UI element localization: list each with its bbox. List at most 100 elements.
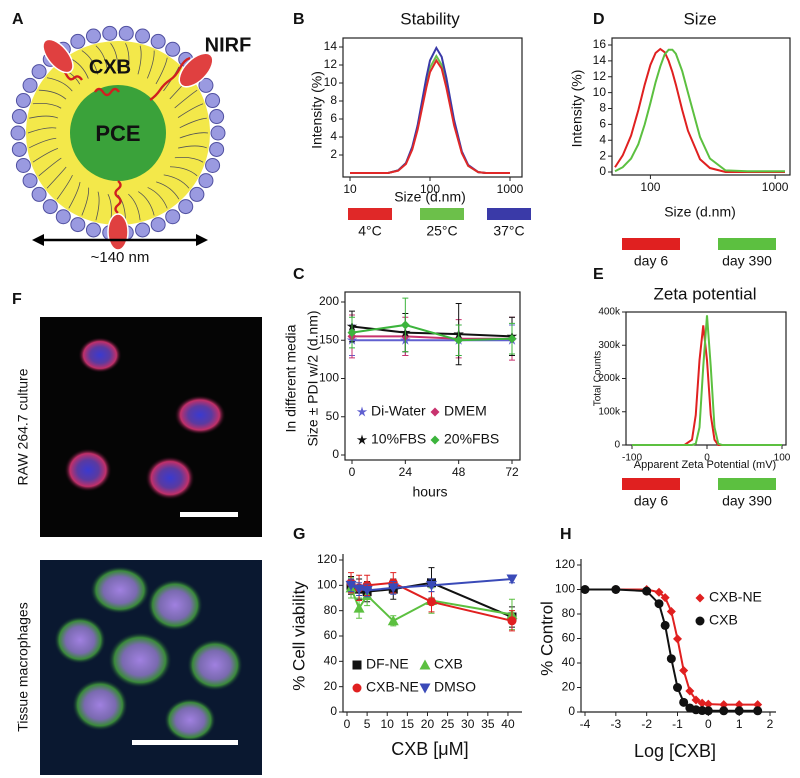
series-line: [585, 588, 758, 706]
marker: [660, 620, 670, 630]
marker: [666, 654, 676, 664]
marker: [353, 584, 365, 595]
lipid-head: [85, 28, 101, 44]
panel-letter: C: [293, 266, 305, 283]
x-tick-label: 0: [344, 717, 351, 731]
marker: [427, 597, 436, 607]
lipid-tail: [32, 148, 59, 163]
lipid-head: [165, 41, 181, 57]
y-axis-label: % Control: [537, 601, 556, 676]
marker: [753, 706, 763, 716]
x-tick-label: -100: [622, 453, 642, 464]
y-tick-label: 100: [317, 578, 337, 592]
marker: [347, 328, 357, 338]
y-axis-label: % Cell viability: [289, 581, 308, 691]
x-tick-label: -1: [672, 717, 683, 731]
lipid-head: [31, 64, 47, 80]
y-tick-label: 60: [324, 628, 338, 642]
core-label: PCE: [95, 121, 140, 146]
x-tick-label: 1000: [497, 182, 524, 196]
marker: [666, 607, 676, 617]
series-line: [351, 325, 513, 338]
lipid-head: [22, 173, 38, 189]
lipid-head: [189, 186, 205, 202]
legend-marker: [419, 659, 431, 670]
legend-swatch: [348, 208, 392, 220]
cell: [54, 616, 106, 664]
lipid-head: [150, 217, 166, 233]
y-tick-label: 4: [330, 129, 337, 143]
diameter-label: ~140 nm: [91, 249, 150, 266]
lipid-tail: [81, 50, 99, 75]
x-tick-label: 2: [767, 717, 774, 731]
y-tick-label: 6: [330, 111, 337, 125]
marker: [703, 699, 713, 709]
lipid-tail: [81, 187, 90, 216]
marker: [719, 706, 729, 716]
lipid-tail: [138, 191, 155, 216]
lipid-head: [135, 222, 151, 238]
cell: [174, 395, 226, 435]
cell: [187, 639, 243, 691]
y-tick-label: 12: [593, 69, 607, 83]
legend-label: 25°C: [426, 223, 457, 239]
marker: [506, 574, 518, 585]
lipid-head: [198, 77, 214, 93]
panel-letter: H: [560, 526, 572, 543]
marker: [654, 599, 664, 609]
y-tick-label: 400k: [598, 307, 621, 318]
marker: [654, 587, 664, 597]
x-tick-label: 48: [452, 465, 466, 479]
lipid-tail: [163, 174, 190, 189]
y-tick-label: 40: [562, 655, 576, 669]
nirf-dye: [42, 38, 74, 74]
y-tick-label: 0: [332, 447, 339, 461]
image-label: RAW 264.7 culture: [15, 368, 31, 485]
lipid-head: [11, 109, 27, 125]
y-tick-label: 0: [568, 704, 575, 718]
lipid-head: [15, 93, 31, 109]
lipid-head: [22, 77, 38, 93]
legend-label: day 6: [634, 493, 668, 509]
marker: [673, 634, 682, 644]
marker: [679, 697, 689, 707]
lipid-tail: [146, 50, 155, 79]
lipid-tail: [68, 181, 81, 209]
legend-marker: [419, 683, 431, 694]
legend-swatch: [718, 238, 776, 250]
lipid-tail: [46, 77, 73, 92]
lipid-tail: [29, 137, 57, 149]
lipid-head: [209, 109, 225, 125]
x-tick-label: -4: [580, 717, 591, 731]
cell: [145, 456, 195, 500]
legend-swatch: [487, 208, 531, 220]
y-tick-label: 20: [562, 680, 576, 694]
y-tick-label: 6: [599, 117, 606, 131]
marker: [691, 695, 701, 705]
x-tick-label: 1000: [762, 180, 789, 194]
x-tick-label: 20: [421, 717, 435, 731]
legend-label: 10%FBS: [371, 431, 426, 447]
y-tick-label: 14: [593, 53, 607, 67]
x-tick-label: 15: [401, 717, 415, 731]
y-tick-label: 20: [324, 679, 338, 693]
series-line: [632, 325, 782, 446]
lipid-head: [210, 125, 226, 141]
legend-label: DMSO: [434, 679, 476, 695]
legend-label: 4°C: [358, 223, 382, 239]
legend-label: CXB: [434, 656, 463, 672]
legend-label: DMEM: [444, 403, 487, 419]
legend-label: day 390: [722, 493, 772, 509]
series-line: [632, 315, 782, 446]
lipid-tail: [178, 145, 207, 149]
lipid-tail: [169, 166, 198, 177]
marker: [426, 580, 437, 591]
series-line: [614, 47, 785, 173]
microscopy: F RAW 264.7 culture Tissue macrophages: [12, 291, 262, 775]
cell: [78, 337, 122, 373]
panel-letter: D: [593, 11, 605, 28]
marker: [454, 335, 464, 345]
x-tick-label: 100: [640, 180, 660, 194]
series-line: [352, 335, 512, 340]
x-tick-label: -3: [610, 717, 621, 731]
